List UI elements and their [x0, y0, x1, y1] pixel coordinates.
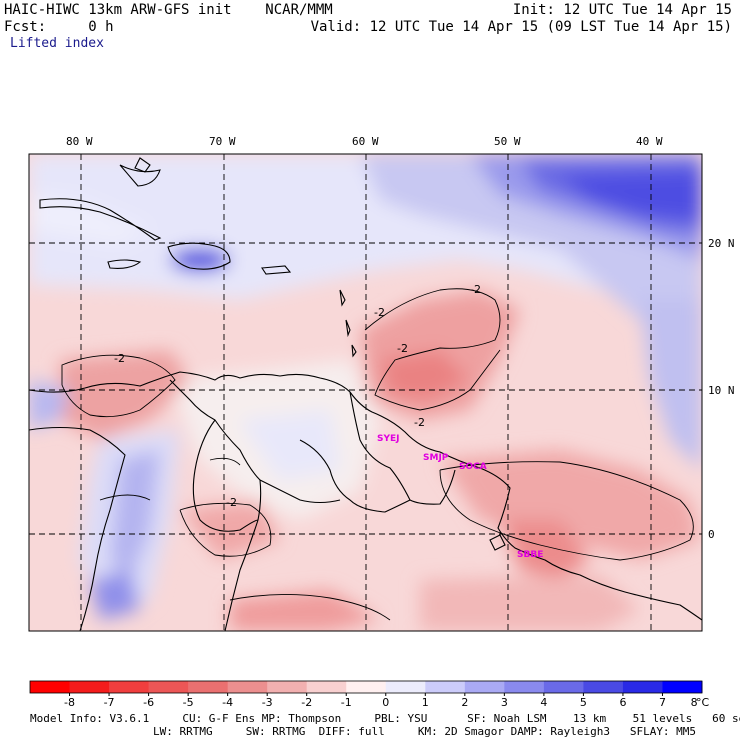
colorbar-tick-label: -2: [301, 696, 312, 709]
lon-label: 80 W: [66, 135, 93, 148]
colorbar: -8 -7 -6 -5 -4 -3 -2 -1 0 1 2 3 4 5 6 7 8°C: [29, 680, 710, 709]
colorbar-tick-label: 5: [580, 696, 587, 709]
lat-label: 10 N: [708, 384, 735, 397]
colorbar-swatch: [267, 681, 308, 693]
latlon-grid: [29, 154, 702, 631]
colorbar-tick-label: 6: [619, 696, 626, 709]
colorbar-swatch: [227, 681, 268, 693]
colorbar-tick-label: 2: [461, 696, 468, 709]
forecast-hour: Fcst: 0 h: [4, 19, 114, 35]
station-label: SMJP: [423, 453, 449, 463]
station-label: SOCA: [459, 462, 487, 472]
contour-label: -2: [470, 283, 481, 296]
model-info-line1: Model Info: V3.6.1 CU: G-F Ens MP: Thomp…: [30, 712, 740, 725]
colorbar-tick-label: -8: [64, 696, 75, 709]
colorbar-swatch: [583, 681, 624, 693]
colorbar-tick-label: -5: [183, 696, 194, 709]
colorbar-tick-label: -7: [104, 696, 115, 709]
colorbar-tick-label: 7: [659, 696, 666, 709]
model-title: HAIC-HIWC 13km ARW-GFS init NCAR/MMM: [4, 2, 333, 18]
colorbar-swatch: [622, 681, 663, 693]
station-label: SYEJ: [377, 434, 400, 444]
colorbar-swatch: [188, 681, 229, 693]
colorbar-swatch: [662, 681, 703, 693]
colorbar-swatch: [464, 681, 505, 693]
lon-label: 60 W: [352, 135, 379, 148]
colorbar-tick-label: -3: [262, 696, 273, 709]
colorbar-swatch: [385, 681, 426, 693]
colorbar-tick-label: 4: [540, 696, 547, 709]
contour-label: -2: [226, 496, 237, 509]
shaded-field: [29, 154, 702, 631]
colorbar-swatch: [346, 681, 387, 693]
contour-label: -2: [374, 306, 385, 319]
contour-label: -2: [114, 352, 125, 365]
valid-time: Valid: 12 UTC Tue 14 Apr 15 (09 LST Tue …: [310, 19, 732, 35]
colorbar-swatch: [543, 681, 584, 693]
colorbar-tick-label: 1: [422, 696, 429, 709]
contour-lines: [61, 288, 694, 621]
lat-label: 20 N: [708, 237, 735, 250]
lon-label: 40 W: [636, 135, 663, 148]
field-name: Lifted index: [10, 36, 104, 51]
contour-label: -2: [397, 342, 408, 355]
lon-label: 70 W: [209, 135, 236, 148]
colorbar-tick-label: -1: [341, 696, 352, 709]
contour-label: -2: [414, 416, 425, 429]
colorbar-frame: [29, 680, 703, 694]
init-time: Init: 12 UTC Tue 14 Apr 15: [512, 2, 732, 18]
map-frame: [28, 153, 703, 632]
coastlines: [29, 157, 702, 631]
colorbar-tick-label: 8: [691, 696, 698, 709]
colorbar-swatch: [425, 681, 466, 693]
colorbar-tick-label: -4: [222, 696, 233, 709]
station-label: SBBE: [517, 550, 543, 560]
colorbar-swatch: [30, 681, 71, 693]
colorbar-swatch: [504, 681, 545, 693]
colorbar-tick-label: 0: [382, 696, 389, 709]
model-info-line2: LW: RRTMG SW: RRTMG DIFF: full KM: 2D Sm…: [153, 725, 697, 738]
lon-label: 50 W: [494, 135, 521, 148]
colorbar-tick-label: -6: [143, 696, 154, 709]
colorbar-swatch: [109, 681, 150, 693]
colorbar-swatch: [306, 681, 347, 693]
colorbar-swatch: [148, 681, 189, 693]
colorbar-unit: °C: [696, 696, 710, 709]
colorbar-swatch: [69, 681, 110, 693]
colorbar-tick-label: 3: [501, 696, 508, 709]
lat-label: 0: [708, 528, 715, 541]
